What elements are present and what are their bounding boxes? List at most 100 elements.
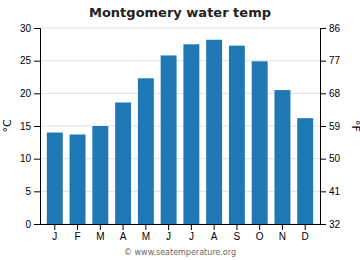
tick-label: J <box>189 231 194 242</box>
bars <box>47 40 313 224</box>
tick: 10 <box>20 153 40 164</box>
y-axis-label: °C <box>1 119 14 133</box>
tick: A <box>120 224 127 242</box>
tick-label: 0 <box>25 219 31 230</box>
tick-mark <box>282 224 283 230</box>
y2-axis-label: °F <box>349 120 360 132</box>
tick-label: 68 <box>329 88 341 99</box>
tick: 59 <box>320 121 341 132</box>
tick: 30 <box>20 23 40 34</box>
tick-label: F <box>75 231 81 242</box>
chart-container: J F M A M J J A S O N D 0 5 10 15 20 25 30 32 41 50 59 68 77 86 Mo… <box>0 0 360 260</box>
tick-label: 15 <box>20 121 32 132</box>
tick-mark <box>320 159 326 160</box>
tick: S <box>234 224 241 242</box>
bar <box>206 40 222 224</box>
chart-svg: J F M A M J J A S O N D 0 5 10 15 20 25 30 32 41 50 59 68 77 86 Mo… <box>0 0 360 260</box>
tick-mark <box>320 61 326 62</box>
tick-mark <box>34 93 40 94</box>
tick: M <box>142 224 150 242</box>
tick-label: D <box>302 231 309 242</box>
axis-line <box>41 224 321 225</box>
bar <box>138 78 154 224</box>
tick: A <box>211 224 218 242</box>
tick-mark <box>320 28 326 29</box>
bar <box>297 118 313 224</box>
axis-line <box>321 29 327 225</box>
bar <box>183 44 199 224</box>
tick-label: 20 <box>20 88 32 99</box>
tick-mark <box>34 61 40 62</box>
tick: 32 <box>320 219 341 230</box>
tick-mark <box>145 224 146 230</box>
tick-label: M <box>96 231 104 242</box>
tick-label: 30 <box>20 23 32 34</box>
tick-mark <box>168 224 169 230</box>
tick-mark <box>34 191 40 192</box>
tick: 20 <box>20 88 40 99</box>
bar <box>115 102 131 224</box>
axis-line <box>34 29 41 225</box>
bar <box>274 90 290 224</box>
tick: J <box>166 224 171 242</box>
tick-label: 77 <box>329 55 341 66</box>
grid-line <box>40 28 320 29</box>
tick-label: 86 <box>329 23 341 34</box>
tick-mark <box>77 224 78 230</box>
tick-label: 5 <box>25 186 31 197</box>
tick: 77 <box>320 55 341 66</box>
bar <box>252 61 268 224</box>
tick: 86 <box>320 23 341 34</box>
tick-mark <box>320 224 326 225</box>
tick: 15 <box>20 121 40 132</box>
tick-label: 25 <box>20 55 32 66</box>
tick: 5 <box>25 186 40 197</box>
tick-mark <box>34 28 40 29</box>
tick-label: O <box>256 231 264 242</box>
grid <box>40 28 320 224</box>
y-axis: 0 5 10 15 20 25 30 <box>20 23 41 230</box>
tick-label: M <box>142 231 150 242</box>
tick: J <box>52 224 57 242</box>
tick-label: A <box>211 231 218 242</box>
tick-mark <box>214 224 215 230</box>
tick-mark <box>259 224 260 230</box>
tick-mark <box>34 224 40 225</box>
tick-mark <box>236 224 237 230</box>
tick-mark <box>123 224 124 230</box>
x-axis: JFMAMJJASOND <box>41 224 321 242</box>
tick: F <box>75 224 81 242</box>
tick-label: J <box>52 231 57 242</box>
tick: N <box>279 224 286 242</box>
tick-label: 59 <box>329 121 341 132</box>
tick-mark <box>54 224 55 230</box>
tick: 50 <box>320 153 341 164</box>
tick: 68 <box>320 88 341 99</box>
annotation: © www.seatemperature.org <box>124 248 236 257</box>
bar <box>92 126 108 224</box>
tick: 41 <box>320 186 341 197</box>
tick-mark <box>100 224 101 230</box>
tick-label: J <box>166 231 171 242</box>
tick: O <box>256 224 264 242</box>
tick-mark <box>34 126 40 127</box>
bar <box>229 46 245 224</box>
tick-label: N <box>279 231 286 242</box>
tick: D <box>302 224 309 242</box>
tick-label: 50 <box>329 153 341 164</box>
tick: J <box>189 224 194 242</box>
tick: M <box>96 224 104 242</box>
y2-axis: 32 41 50 59 68 77 86 <box>320 23 341 230</box>
tick-mark <box>191 224 192 230</box>
tick-label: 10 <box>20 153 32 164</box>
tick-label: S <box>234 231 241 242</box>
title: Montgomery water temp <box>89 5 271 20</box>
tick-mark <box>320 191 326 192</box>
tick-label: 32 <box>329 219 341 230</box>
tick-mark <box>305 224 306 230</box>
grid-line <box>40 60 320 61</box>
tick-mark <box>320 126 326 127</box>
bar <box>161 55 177 224</box>
tick-label: A <box>120 231 127 242</box>
tick-mark <box>34 159 40 160</box>
